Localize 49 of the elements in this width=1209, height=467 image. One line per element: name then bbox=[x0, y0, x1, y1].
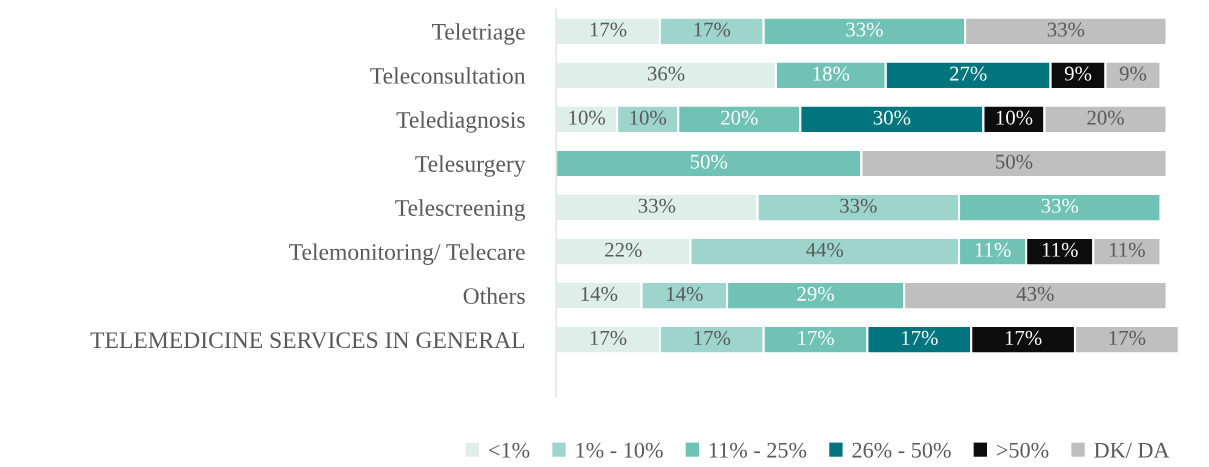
data-label: 14% bbox=[667, 286, 703, 301]
legend-label: <1% bbox=[489, 442, 530, 458]
y-tick-label: Telediagnosis bbox=[396, 111, 525, 133]
data-label: 50% bbox=[996, 154, 1033, 169]
data-label: 17% bbox=[1005, 330, 1042, 345]
data-label: 33% bbox=[638, 198, 676, 213]
data-label: 17% bbox=[798, 330, 834, 345]
data-label: 18% bbox=[813, 66, 850, 81]
data-label: 33% bbox=[1047, 22, 1085, 37]
legend-label: 26% - 50% bbox=[852, 442, 951, 458]
data-label: 33% bbox=[1041, 198, 1079, 213]
data-label: 29% bbox=[797, 286, 834, 301]
data-label: 33% bbox=[840, 198, 877, 213]
y-tick-label: Telesurgery bbox=[415, 155, 526, 177]
data-label: 22% bbox=[605, 242, 642, 257]
data-label: 17% bbox=[590, 22, 627, 37]
legend-label: 11% - 25% bbox=[709, 442, 807, 458]
y-tick-label: Telescreening bbox=[395, 199, 526, 221]
data-label: 17% bbox=[1109, 330, 1146, 345]
data-label: 9% bbox=[1119, 66, 1147, 81]
data-label: 17% bbox=[590, 330, 627, 345]
data-label: 20% bbox=[721, 110, 758, 125]
y-tick-label: Telemonitoring/ Telecare bbox=[289, 243, 525, 265]
data-label: 17% bbox=[694, 22, 731, 37]
legend-label: >50% bbox=[997, 442, 1049, 458]
data-label: 33% bbox=[846, 22, 883, 37]
data-label: 27% bbox=[950, 66, 987, 81]
data-label: 11% bbox=[1110, 242, 1145, 257]
y-tick-label: Others bbox=[463, 287, 525, 305]
data-label: 50% bbox=[690, 154, 728, 169]
data-label: 43% bbox=[1016, 286, 1054, 301]
data-label: 10% bbox=[996, 110, 1033, 125]
data-label: 17% bbox=[694, 330, 731, 345]
y-tick-label: Teletriage bbox=[431, 23, 525, 45]
data-label: 20% bbox=[1087, 110, 1124, 125]
legend-label: 1% - 10% bbox=[576, 442, 663, 458]
data-label: 11% bbox=[1042, 242, 1078, 257]
data-label: 36% bbox=[647, 66, 685, 81]
data-label: 9% bbox=[1064, 66, 1092, 81]
legend-label: DK/ DA bbox=[1094, 442, 1170, 458]
y-tick-label: TELEMEDICINE SERVICES IN GENERAL bbox=[90, 332, 525, 349]
y-tick-label: Teleconsultation bbox=[370, 67, 526, 84]
data-label: 10% bbox=[630, 110, 667, 125]
data-label: 30% bbox=[873, 110, 911, 125]
data-label: 17% bbox=[902, 330, 938, 345]
data-label: 11% bbox=[975, 242, 1011, 257]
data-label: 44% bbox=[806, 242, 844, 257]
data-label: 14% bbox=[581, 286, 618, 301]
data-label: 10% bbox=[569, 110, 606, 125]
